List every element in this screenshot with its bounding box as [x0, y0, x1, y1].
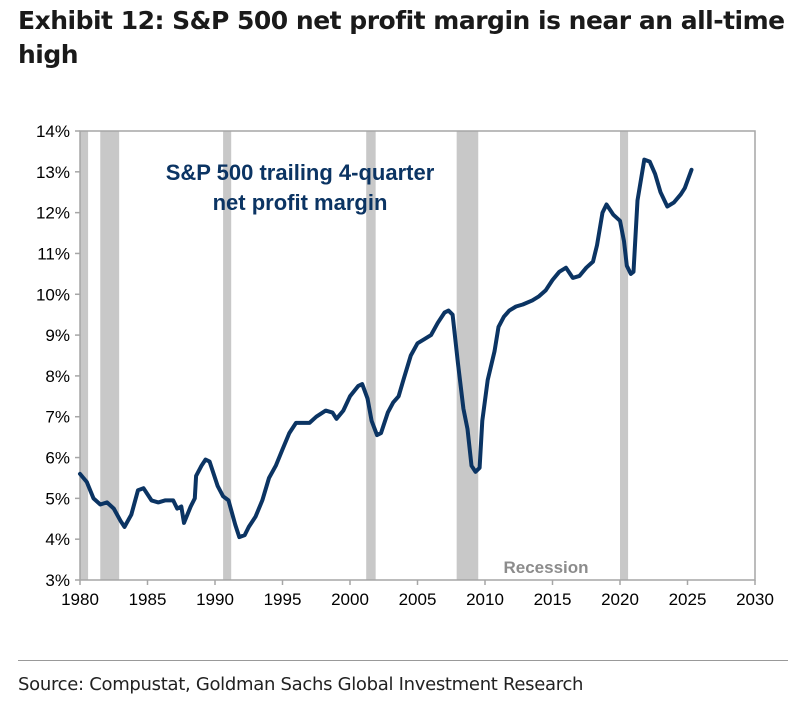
- profit-margin-chart: 1980 1985 1990 1995 2000 2005 2010 2015 2020 2025…: [36, 122, 774, 609]
- y-tick-label: 10%: [36, 285, 70, 304]
- exhibit-title: Exhibit 12: S&P 500 net profit margin is…: [18, 6, 785, 69]
- x-tick-label: 2005: [399, 590, 437, 609]
- x-tick-label: 2010: [466, 590, 504, 609]
- series-line: [78, 157, 694, 540]
- recession-band: [223, 131, 232, 580]
- recession-band: [456, 131, 479, 580]
- y-tick-label: 8%: [45, 367, 70, 386]
- axes: 1980 1985 1990 1995 2000 2005 2010 2015 2020 2025…: [36, 122, 774, 609]
- x-tick-label: 2030: [736, 590, 774, 609]
- x-tick-label: 1995: [264, 590, 302, 609]
- x-tick-label: 2000: [331, 590, 369, 609]
- x-tick-label: 2025: [669, 590, 707, 609]
- x-tick-label: 2015: [534, 590, 572, 609]
- y-tick-label: 14%: [36, 122, 70, 141]
- y-tick-label: 13%: [36, 163, 70, 182]
- y-tick-label: 6%: [45, 449, 70, 468]
- y-tick-label: 9%: [45, 326, 70, 345]
- recession-label: Recession: [503, 558, 588, 577]
- x-tick-label: 2020: [601, 590, 639, 609]
- annotation-line-2: net profit margin: [213, 190, 388, 215]
- recession-band: [80, 131, 89, 580]
- y-tick-label: 12%: [36, 204, 70, 223]
- x-tick-label: 1980: [61, 590, 99, 609]
- recession-band: [620, 131, 629, 580]
- y-tick-label: 11%: [37, 244, 70, 263]
- y-tick-label: 7%: [45, 408, 70, 427]
- x-tick-label: 1990: [196, 590, 234, 609]
- divider: [18, 660, 788, 661]
- source-note: Source: Compustat, Goldman Sachs Global …: [18, 674, 584, 695]
- annotation-line-1: S&P 500 trailing 4-quarter: [166, 160, 435, 185]
- y-tick-label: 4%: [45, 530, 70, 549]
- recession-band: [366, 131, 376, 580]
- recession-band: [100, 131, 120, 580]
- y-tick-label: 3%: [45, 571, 70, 590]
- y-tick-label: 5%: [45, 489, 70, 508]
- x-tick-label: 1985: [129, 590, 167, 609]
